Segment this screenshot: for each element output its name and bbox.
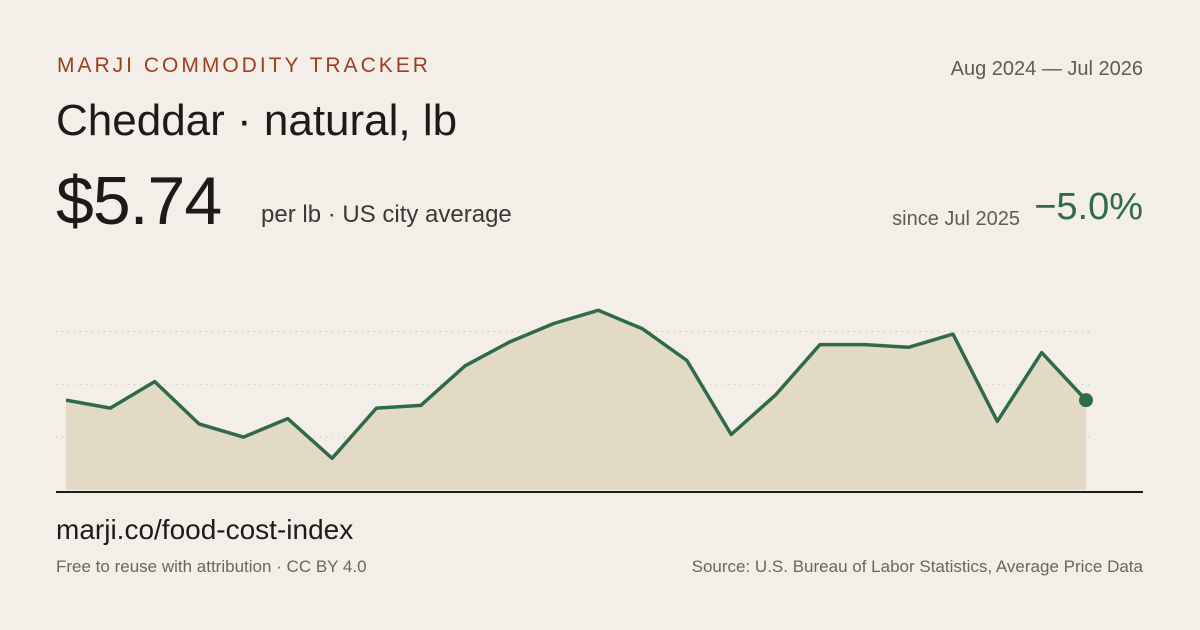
line xyxy=(65,308,1088,461)
change: −5.0% xyxy=(1034,186,1143,228)
last-point xyxy=(1079,393,1093,408)
area xyxy=(66,310,1086,490)
url: marji.co/food-cost-index xyxy=(56,514,354,545)
title: Cheddar · natural, lb xyxy=(56,96,458,145)
source: Source: U.S. Bureau of Labor Statistics,… xyxy=(691,557,1143,576)
date-range: Aug 2024 — Jul 2026 xyxy=(950,58,1143,80)
change-since: since Jul 2025 xyxy=(892,208,1020,230)
brand: MARJI COMMODITY TRACKER xyxy=(57,54,431,77)
price-unit: per lb · US city average xyxy=(261,201,512,228)
price: $5.74 xyxy=(56,163,222,239)
license: Free to reuse with attribution · CC BY 4… xyxy=(56,557,367,576)
